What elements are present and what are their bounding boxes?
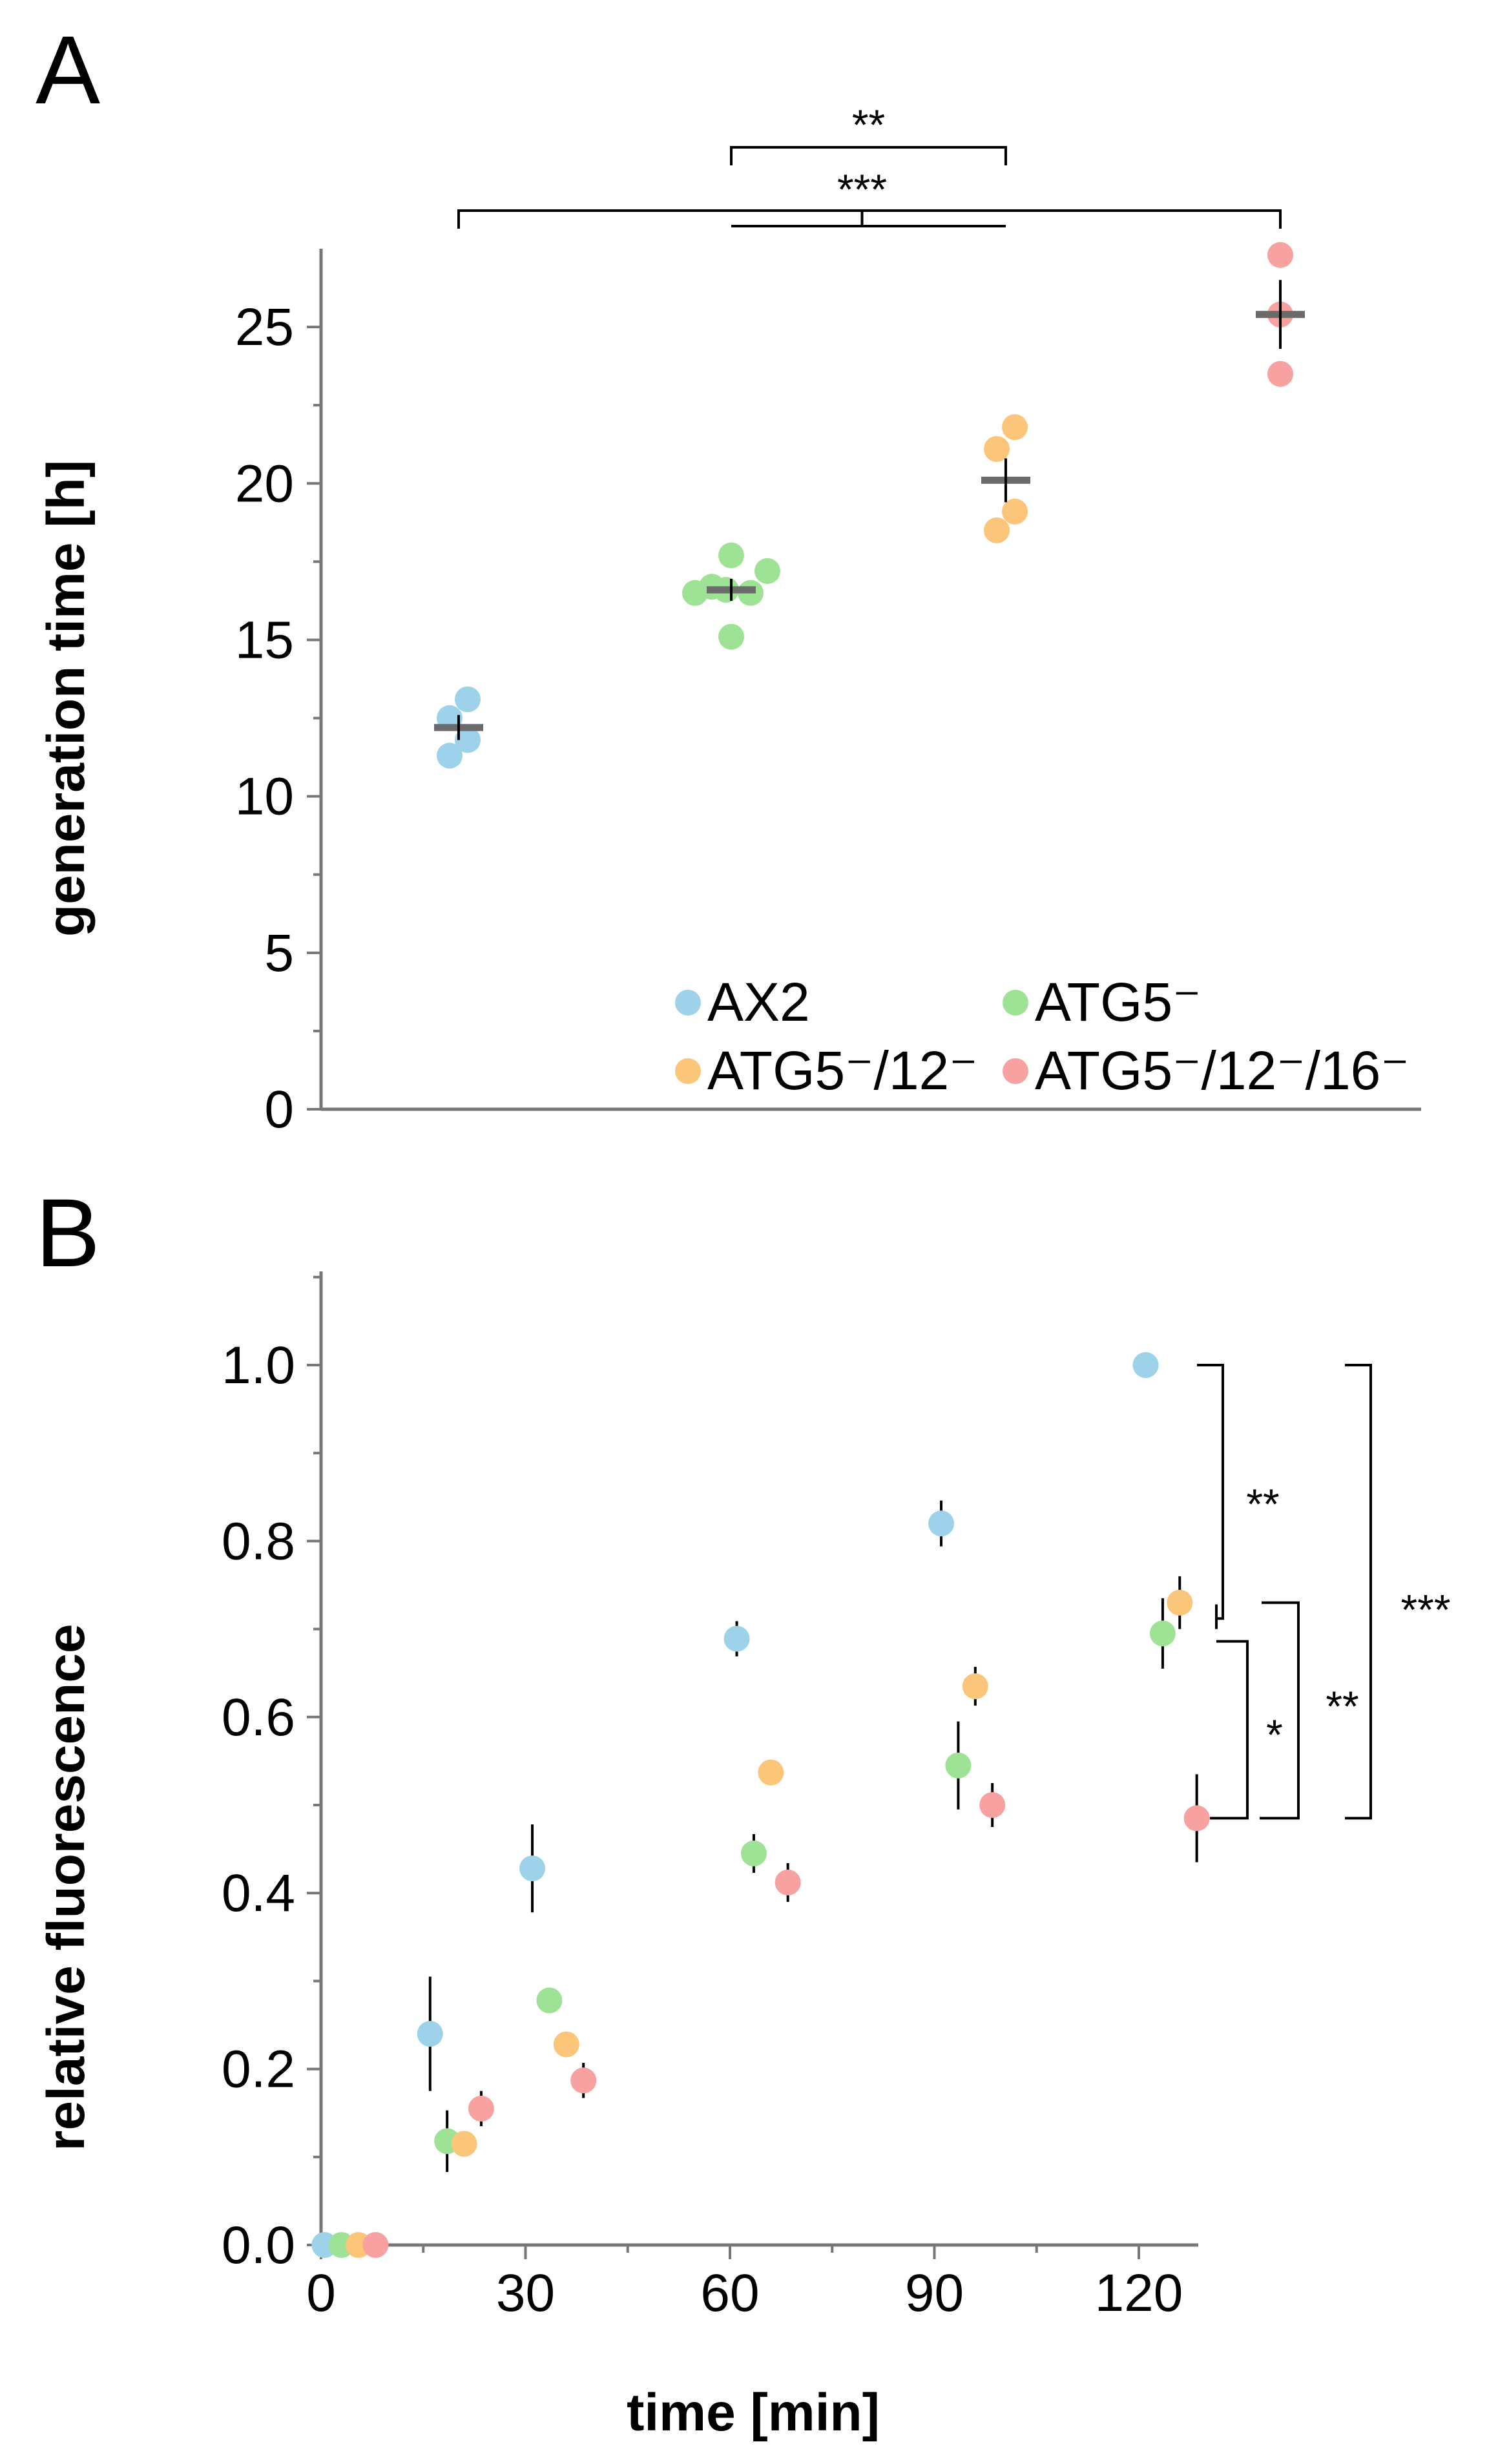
data-point-a bbox=[754, 558, 780, 584]
legend-marker-a bbox=[1003, 1058, 1028, 1084]
sig-bracket-a bbox=[730, 146, 1007, 165]
sig-bracket-b bbox=[1260, 1601, 1300, 1820]
sig-bracket-a bbox=[457, 209, 1282, 229]
sig-label-a: ** bbox=[852, 101, 885, 149]
legend-marker-a bbox=[675, 990, 701, 1016]
y-tick-label-a: 5 bbox=[264, 924, 294, 983]
sig-label-b: *** bbox=[1400, 1585, 1450, 1633]
legend-label-a: ATG5⁻ bbox=[1035, 972, 1202, 1032]
data-point-b bbox=[723, 1625, 750, 1652]
data-point-b bbox=[775, 1869, 801, 1895]
x-tick-label-b: 30 bbox=[496, 2264, 555, 2323]
data-point-b bbox=[740, 1840, 767, 1866]
data-point-a bbox=[718, 542, 744, 569]
x-axis-label-b: time [min] bbox=[627, 2383, 880, 2442]
data-point-a bbox=[1267, 242, 1293, 268]
y-tick-label-a: 20 bbox=[235, 454, 294, 513]
legend-label-a: ATG5⁻/12⁻/16⁻ bbox=[1035, 1040, 1410, 1101]
sig-label-b: ** bbox=[1246, 1480, 1279, 1528]
sig-bracket-b bbox=[1210, 1640, 1249, 1820]
sig-bracket-b bbox=[1197, 1364, 1224, 1620]
data-point-b bbox=[1149, 1620, 1176, 1647]
sig-bracket-a bbox=[731, 211, 1006, 227]
data-point-b bbox=[553, 2031, 579, 2058]
data-point-a bbox=[984, 435, 1010, 462]
data-point-a bbox=[718, 623, 744, 650]
legend-label-a: AX2 bbox=[707, 972, 810, 1032]
y-tick-label-a: 0 bbox=[264, 1080, 294, 1139]
data-point-b bbox=[519, 1855, 546, 1882]
x-tick-label-b: 60 bbox=[700, 2264, 759, 2323]
y-tick-label-b: 1.0 bbox=[222, 1336, 295, 1395]
data-point-a bbox=[455, 686, 481, 713]
data-point-b bbox=[962, 1673, 988, 1700]
data-point-a bbox=[984, 517, 1010, 543]
data-point-b bbox=[536, 1987, 563, 2014]
y-tick-label-b: 0.4 bbox=[222, 1864, 295, 1923]
sig-label-b: * bbox=[1266, 1711, 1283, 1759]
data-point-a bbox=[455, 727, 481, 753]
data-point-b bbox=[1167, 1589, 1193, 1616]
sig-label-b: ** bbox=[1326, 1682, 1358, 1730]
y-axis-label-b: relative fluorescence bbox=[37, 1624, 96, 2151]
data-point-a bbox=[1002, 414, 1028, 441]
y-tick-label-b: 0.0 bbox=[222, 2216, 295, 2275]
data-point-a bbox=[1002, 498, 1028, 525]
sig-bracket-b bbox=[1345, 1364, 1372, 1820]
data-point-a bbox=[1267, 360, 1293, 387]
y-tick-label-b: 0.8 bbox=[222, 1512, 295, 1571]
data-point-b bbox=[1132, 1352, 1159, 1378]
data-point-a bbox=[437, 742, 463, 769]
data-point-b bbox=[451, 2131, 477, 2157]
data-point-b bbox=[1183, 1805, 1210, 1832]
y-tick-label-a: 25 bbox=[235, 298, 294, 357]
data-point-b bbox=[758, 1759, 784, 1786]
legend-marker-a bbox=[675, 1058, 701, 1084]
y-tick-label-a: 10 bbox=[235, 767, 294, 826]
legend-label-a: ATG5⁻/12⁻ bbox=[707, 1040, 978, 1101]
panel-label-a: A bbox=[36, 16, 100, 124]
x-tick-label-b: 0 bbox=[306, 2264, 336, 2323]
x-tick-label-b: 120 bbox=[1095, 2264, 1183, 2323]
y-tick-label-b: 0.6 bbox=[222, 1688, 295, 1747]
data-point-b bbox=[570, 2067, 597, 2094]
y-tick-label-b: 0.2 bbox=[222, 2040, 295, 2099]
x-tick-label-b: 90 bbox=[905, 2264, 964, 2323]
y-axis-label-a: generation time [h] bbox=[37, 460, 96, 937]
y-tick-label-a: 15 bbox=[235, 611, 294, 669]
data-point-b bbox=[928, 1510, 955, 1537]
panel-label-b: B bbox=[36, 1178, 100, 1287]
data-point-b bbox=[417, 2021, 443, 2047]
chart-b-relative-fluorescence: 0.0 0.2 0.4 0.6 0.8 1.0 0 30 60 90 120 time [min] re… bbox=[37, 1271, 1451, 2442]
data-point-b bbox=[945, 1752, 972, 1779]
legend-marker-a bbox=[1003, 990, 1028, 1016]
data-point-b bbox=[468, 2095, 494, 2122]
data-point-b bbox=[979, 1792, 1006, 1818]
data-point-b bbox=[362, 2232, 389, 2258]
sig-label-a: *** bbox=[837, 165, 887, 213]
